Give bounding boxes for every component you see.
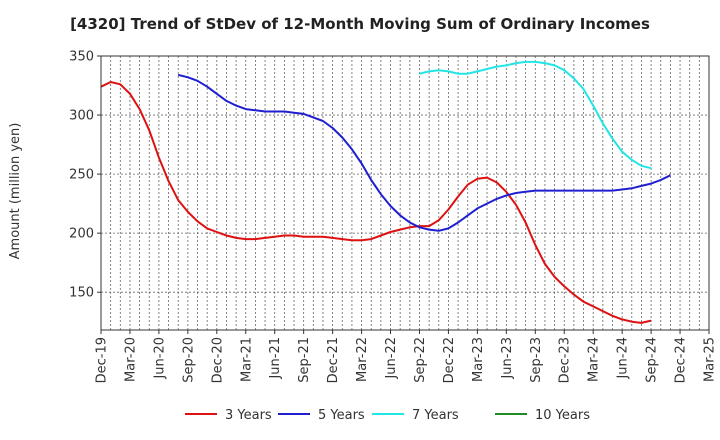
legend-item-3-years: 3 Years: [185, 408, 272, 423]
legend-item-7-years: 7 Years: [372, 408, 459, 423]
x-tick-label: Jun-20: [152, 337, 167, 380]
x-tick-label: Mar-21: [239, 337, 254, 382]
series-lines: [100, 60, 671, 324]
x-tick-label: Mar-23: [471, 337, 486, 382]
x-tick-label: Dec-24: [674, 337, 689, 383]
series-line-3-years: [100, 81, 652, 324]
legend-item-5-years: 5 Years: [278, 408, 365, 423]
series-line-7-years: [419, 60, 652, 170]
x-tick-label: Dec-23: [558, 337, 573, 383]
legend-label: 5 Years: [318, 408, 365, 423]
plot-frame: [100, 55, 710, 331]
chart-title: [4320] Trend of StDev of 12-Month Moving…: [70, 15, 650, 33]
x-tick-label: Sep-20: [181, 337, 196, 383]
x-tick-label: Dec-22: [442, 337, 457, 383]
x-tick-label: Sep-22: [413, 337, 428, 383]
y-axis-label: Amount (million yen): [8, 123, 23, 260]
x-tick-label: Mar-24: [587, 337, 602, 382]
x-tick-label: Mar-20: [123, 337, 138, 382]
x-tick-label: Mar-25: [703, 337, 718, 382]
series-line-5-years: [177, 73, 671, 232]
y-tick-label: 200: [69, 227, 94, 242]
x-tick-label: Jun-21: [268, 337, 283, 380]
x-tick-label: Dec-19: [95, 337, 110, 383]
x-tick-label: Jun-23: [500, 337, 515, 380]
legend-label: 3 Years: [225, 408, 272, 423]
grid: [101, 55, 709, 330]
y-tick-label: 350: [69, 50, 94, 65]
x-tick-label: Mar-22: [355, 337, 370, 382]
x-tick-label: Sep-23: [529, 337, 544, 383]
x-tick-label: Jun-24: [616, 337, 631, 380]
x-axis-ticks: Dec-19 Mar-20 Jun-20 Sep-20 Dec-20 Mar-21 Jun-…: [95, 330, 718, 383]
y-tick-label: 250: [69, 168, 94, 183]
y-axis-ticks: 150 200 250 300 350: [69, 50, 101, 301]
legend-label: 10 Years: [535, 408, 590, 423]
x-tick-label: Sep-21: [297, 337, 312, 383]
y-tick-label: 150: [69, 286, 94, 301]
legend-label: 7 Years: [412, 408, 459, 423]
x-tick-label: Jun-22: [384, 337, 399, 380]
legend: 3 Years 5 Years 7 Years 10 Years: [185, 408, 590, 423]
legend-item-10-years: 10 Years: [495, 408, 590, 423]
x-tick-label: Dec-20: [210, 337, 225, 383]
x-tick-label: Sep-24: [645, 337, 660, 383]
x-tick-label: Dec-21: [326, 337, 341, 383]
y-tick-label: 300: [69, 109, 94, 124]
